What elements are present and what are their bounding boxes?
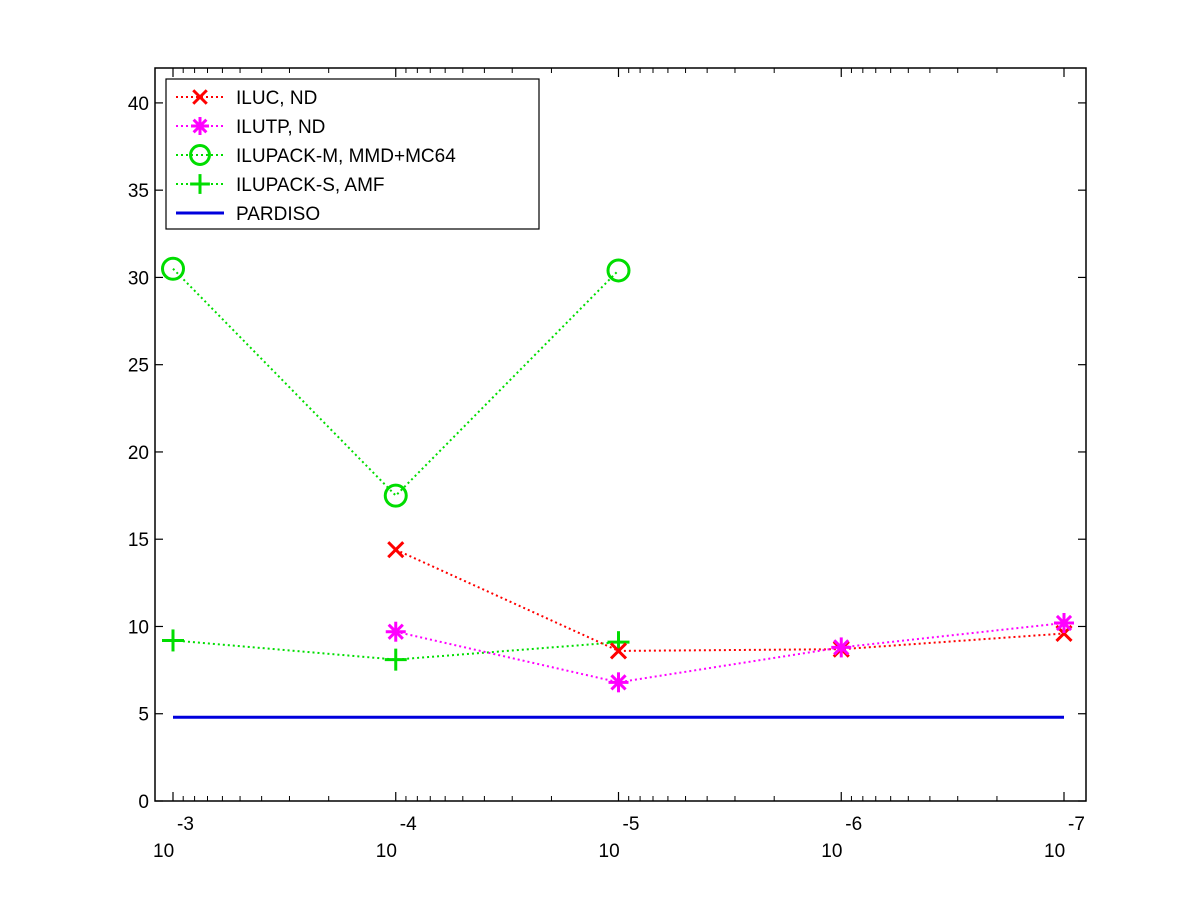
y-tick-label: 30 — [128, 268, 149, 289]
marker-x-stroke — [609, 642, 628, 660]
marker-circle — [383, 483, 408, 508]
marker-circle — [189, 144, 211, 166]
axis-ticks — [155, 68, 1086, 802]
legend-label: ILUC, ND — [236, 88, 317, 109]
series-1 — [385, 612, 1074, 693]
x-tick-label-base: 10 — [376, 841, 397, 862]
x-tick-label-base: 10 — [821, 841, 842, 862]
series-line — [395, 622, 1065, 684]
series-2 — [161, 256, 631, 508]
y-axis-tick-labels: 0 5 10 15 20 25 30 35 40 — [128, 94, 149, 813]
marker-asterisk-stroke — [192, 118, 208, 134]
marker-asterisk-stroke — [387, 623, 404, 640]
x-axis-tick-labels: 10-310-410-510-610-7 — [153, 814, 1085, 862]
y-tick-label: 35 — [128, 181, 149, 202]
legend-label: PARDISO — [236, 204, 320, 225]
y-tick-label: 5 — [138, 705, 149, 726]
series-layer — [161, 256, 1074, 719]
marker-x-stroke — [387, 541, 405, 559]
legend-item: ILUPACK-S, AMF — [176, 174, 385, 196]
x-tick-label-exponent: -5 — [623, 814, 640, 835]
y-tick-label: 20 — [128, 443, 149, 464]
x-tick-label-exponent: -4 — [400, 814, 417, 835]
x-tick-label-base: 10 — [153, 841, 174, 862]
legend-item: PARDISO — [176, 204, 320, 225]
legend-item: ILUTP, ND — [176, 117, 325, 138]
series-line — [172, 267, 620, 498]
marker-circle — [606, 258, 631, 283]
legend: ILUC, ND ILUTP, ND ILUPACK-M, MMD+MC64 ILUP… — [165, 78, 540, 230]
marker-x-stroke — [192, 89, 208, 105]
marker-circle — [161, 256, 185, 281]
x-tick-label-exponent: -3 — [177, 814, 194, 835]
legend-label: ILUPACK-M, MMD+MC64 — [236, 146, 456, 167]
legend-item: ILUC, ND — [176, 88, 317, 109]
marker-asterisk-stroke — [610, 674, 627, 691]
legend-label: ILUPACK-S, AMF — [236, 175, 385, 196]
x-tick-label-base: 10 — [1044, 841, 1065, 862]
y-tick-label: 0 — [138, 792, 149, 813]
y-tick-label: 25 — [128, 356, 149, 377]
marker-asterisk-stroke — [833, 639, 850, 656]
x-tick-label-base: 10 — [599, 841, 620, 862]
y-tick-label: 40 — [128, 94, 149, 115]
marker-asterisk-stroke — [1055, 614, 1073, 632]
y-tick-label: 10 — [128, 617, 149, 638]
x-tick-label-exponent: -6 — [845, 814, 862, 835]
x-tick-label-exponent: -7 — [1068, 814, 1085, 835]
y-tick-label: 15 — [128, 530, 149, 551]
legend-box — [165, 78, 540, 230]
legend-label: ILUTP, ND — [236, 117, 325, 138]
legend-item: ILUPACK-M, MMD+MC64 — [176, 144, 456, 167]
series-line — [395, 548, 1065, 652]
